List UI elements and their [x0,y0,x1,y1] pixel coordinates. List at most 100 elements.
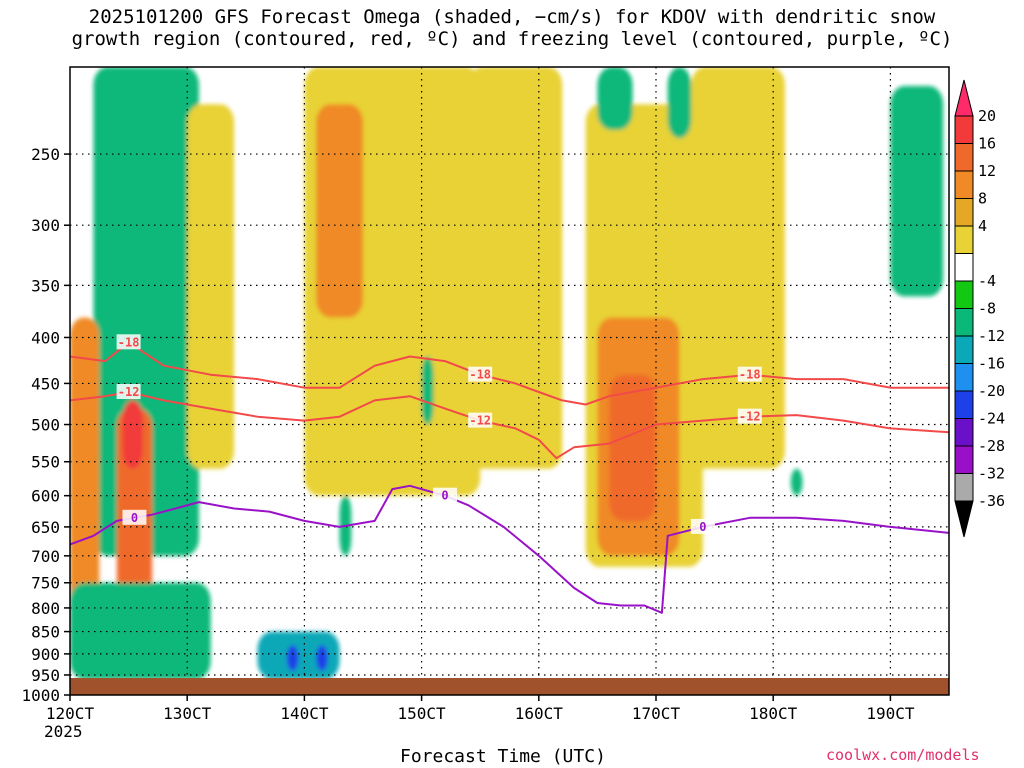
x-tick-label-3: 150CT [398,704,447,723]
colorbar-top-arrow [954,79,974,117]
contour-label-1-0: -12 [118,385,140,399]
contour-label-bg-1-1 [468,412,493,428]
contours: -18 -18 -18 -12 -12 -12 0 0 0 [70,334,949,614]
y-tick-label-4: 450 [31,374,60,393]
colorbar-swatch-10 [954,390,974,419]
x-axis-label: Forecast Time (UTC) [400,746,606,767]
colorbar-swatch-3 [954,198,974,227]
omega-region-22 [421,356,434,425]
colorbar-label-12: -32 [978,465,1005,483]
colorbar-swatch-0 [954,115,974,144]
x-tick-sublabel-0: 2025 [44,722,83,741]
y-tick-label-12: 850 [31,623,60,642]
x-tick-label-1: 130CT [163,704,212,723]
colorbar-label-3: 8 [978,190,987,208]
y-tick-label-13: 900 [31,645,60,664]
x-tick-label-4: 160CT [515,704,564,723]
y-tick-label-10: 750 [31,574,60,593]
omega-region-18 [691,67,785,469]
plot-frame [69,66,950,696]
y-tick-label-9: 700 [31,547,60,566]
x-tick-label-2: 140CT [280,704,329,723]
y-tick-label-14: 950 [31,666,60,685]
colorbar-label-8: -16 [978,355,1005,373]
y-tick-label-15: 1000 [21,686,60,705]
colorbar-label-11: -28 [978,437,1005,455]
y-tick-label-8: 650 [31,518,60,537]
colorbar-swatch-11 [954,418,974,447]
colorbar-swatch-7 [954,308,974,337]
omega-region-9 [286,645,299,671]
colorbar-label-9: -20 [978,382,1005,400]
contour-label-2-1: 0 [441,489,448,503]
x-tick-label-7: 190CT [866,704,915,723]
contour-label-1-2: -12 [739,410,761,424]
colorbar-label-10: -24 [978,410,1005,428]
omega-region-13 [316,104,363,318]
chart-title-line2: growth region (contoured, red, ºC) and f… [71,28,953,50]
plot-region: -18 -18 -18 -12 -12 -12 0 0 0 [70,67,949,695]
contour-label-bg-1-0 [116,383,141,399]
chart-title-line1: 2025101200 GFS Forecast Omega (shaded, −… [88,6,936,28]
colorbar-label-1: 16 [978,135,996,153]
omega-region-11 [187,104,235,469]
contour-label-bg-2-1 [433,487,458,503]
contour-label-1-1: -12 [469,414,491,428]
colorbar-bottom-arrow [954,500,974,538]
colorbar-label-5: -4 [978,272,996,290]
contour-label-0-2: -18 [739,368,761,382]
y-tick-label-5: 500 [31,416,60,435]
y-tick-label-1: 300 [31,216,60,235]
omega-region-7 [70,582,211,680]
omega-region-17 [609,374,656,521]
contour-label-bg-2-0 [122,509,147,525]
contour-label-bg-0-2 [737,366,762,382]
y-tick-label-0: 250 [31,145,60,164]
chart-title: 2025101200 GFS Forecast Omega (shaded, −… [0,6,1024,50]
colorbar-swatch-5 [954,253,974,282]
y-tick-label-11: 800 [31,599,60,618]
colorbar-swatch-9 [954,363,974,392]
omega-region-10 [316,645,328,671]
colorbar-swatch-12 [954,445,974,474]
omega-shading [70,67,944,680]
colorbar-label-6: -8 [978,300,996,318]
omega-region-21 [890,86,944,297]
contour-label-2-0: 0 [131,511,138,525]
colorbar-label-2: 12 [978,162,996,180]
omega-region-6 [122,400,143,469]
contour-label-2-2: 0 [699,520,706,534]
grid [70,67,949,695]
y-tick-label-6: 550 [31,453,60,472]
contour-label-bg-1-2 [737,408,762,424]
colorbar-swatch-6 [954,280,974,309]
omega-region-14 [468,67,563,469]
colorbar-swatch-2 [954,170,974,199]
colorbar-swatch-13 [954,473,974,502]
omega-region-24 [790,468,803,496]
x-tick-label-0: 120CT [46,704,95,723]
y-axis: 250 300 350 400 450 500 550 600 650 700 750 800 850 9… [21,145,70,705]
colorbar-label-0: 20 [978,107,996,125]
x-tick-label-5: 170CT [632,704,681,723]
contour-label-0-1: -18 [469,368,491,382]
ground-terrain [70,678,949,695]
colorbar-swatch-4 [954,225,974,254]
colorbar-label-13: -36 [978,492,1005,510]
credit-link[interactable]: coolwx.com/models [826,746,980,764]
y-tick-label-7: 600 [31,487,60,506]
x-tick-label-6: 180CT [749,704,798,723]
y-tick-label-2: 350 [31,276,60,295]
contour-label-bg-2-2 [690,518,715,534]
colorbar-label-7: -12 [978,327,1005,345]
y-tick-label-3: 400 [31,328,60,347]
colorbar-label-4: 4 [978,217,987,235]
colorbar: 20 16 12 8 4 -4 -8 -12 -16 -20 -24 -28 -32 -36 [954,79,1005,538]
colorbar-swatch-1 [954,143,974,172]
contour-label-bg-0-1 [468,366,493,382]
contour-label-bg-0-0 [116,334,141,350]
omega-region-4 [70,317,100,618]
omega-region-20 [597,67,633,130]
